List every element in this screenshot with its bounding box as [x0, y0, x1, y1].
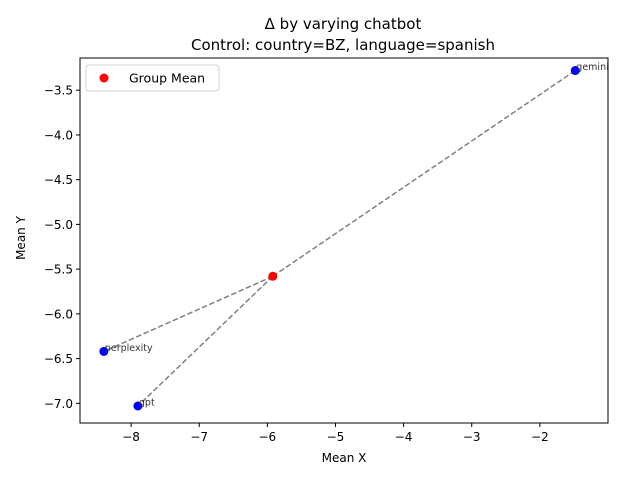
connector-line-gpt [137, 275, 274, 407]
y-tick-label: −3.5 [44, 84, 73, 98]
point-label-gemini: gemini [576, 62, 608, 73]
point-perplexity [99, 346, 109, 356]
legend-marker [99, 73, 109, 83]
x-tick-label: −5 [327, 430, 345, 444]
y-tick-label: −6.5 [44, 352, 73, 366]
x-tick-label: −3 [463, 430, 481, 444]
legend-label: Group Mean [129, 71, 205, 86]
y-tick-label: −7.0 [44, 397, 73, 411]
x-tick-label: −8 [122, 430, 140, 444]
point-label-gpt: gpt [139, 398, 155, 409]
x-axis-label: Mean X [322, 451, 367, 465]
legend: Group Mean [85, 64, 220, 92]
x-tick-label: −2 [531, 430, 549, 444]
x-tick-label: −6 [259, 430, 277, 444]
y-tick-label: −6.0 [44, 307, 73, 321]
point-label-perplexity: perplexity [105, 343, 153, 354]
y-tick-label: −5.5 [44, 263, 73, 277]
group-mean-point [268, 271, 278, 281]
y-tick-label: −4.0 [44, 128, 73, 142]
chart-title: Δ by varying chatbot [265, 15, 422, 33]
connector-line-gemini [272, 69, 576, 277]
point-gemini [570, 66, 580, 76]
connector-line-perplexity [103, 275, 274, 353]
point-gpt [133, 401, 143, 411]
chart-subtitle: Control: country=BZ, language=spanish [191, 36, 495, 54]
x-tick-label: −4 [395, 430, 413, 444]
legend-box [85, 64, 220, 92]
y-tick-label: −4.5 [44, 173, 73, 187]
x-tick-label: −7 [190, 430, 208, 444]
plot-area [79, 57, 609, 424]
y-axis-label: Mean Y [14, 215, 28, 260]
y-tick-label: −5.0 [44, 218, 73, 232]
